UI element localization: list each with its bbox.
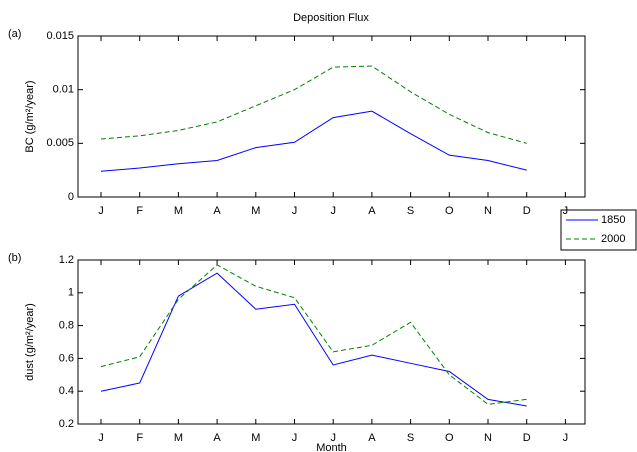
panel-label: (b) — [8, 252, 21, 264]
x-tick-label: M — [174, 432, 183, 444]
x-tick-label: J — [292, 205, 298, 217]
x-tick-label: J — [563, 432, 569, 444]
legend-label: 2000 — [601, 233, 625, 245]
x-axis-label: Month — [316, 442, 347, 452]
legend-label: 1850 — [601, 214, 625, 226]
x-tick-label: A — [368, 205, 376, 217]
x-tick-label: O — [445, 205, 454, 217]
series-line — [100, 264, 527, 405]
panel-label: (a) — [8, 28, 21, 40]
x-tick-label: D — [523, 432, 531, 444]
x-tick-label: D — [523, 205, 531, 217]
plot-frame — [77, 35, 586, 198]
y-tick-label: 1 — [68, 287, 74, 299]
x-tick-label: J — [98, 432, 104, 444]
x-tick-label: A — [213, 432, 221, 444]
x-tick-label: F — [136, 205, 143, 217]
x-tick-label: M — [174, 205, 183, 217]
series-line — [100, 65, 527, 144]
y-axis-label: dust (g/m²/year) — [24, 303, 36, 381]
y-tick-label: 0.01 — [53, 84, 74, 96]
x-tick-label: F — [136, 432, 143, 444]
x-tick-label: A — [213, 205, 221, 217]
x-tick-label: S — [407, 432, 414, 444]
x-tick-label: M — [251, 432, 260, 444]
x-tick-label: J — [330, 432, 336, 444]
y-tick-label: 0.4 — [59, 385, 74, 397]
x-tick-label: N — [484, 432, 492, 444]
y-tick-label: 0.005 — [46, 137, 74, 149]
legend: 1850 2000 — [560, 209, 637, 251]
legend-box — [560, 209, 637, 251]
plot-frame — [77, 259, 586, 425]
y-axis-label: BC (g/m²/year) — [24, 80, 36, 152]
x-tick-label: M — [251, 205, 260, 217]
x-tick-label: J — [98, 205, 104, 217]
x-tick-label: J — [292, 432, 298, 444]
x-tick-label: J — [563, 205, 569, 217]
series-line — [100, 110, 527, 172]
y-tick-label: 0.015 — [46, 30, 74, 42]
y-tick-label: 0.2 — [59, 418, 74, 430]
y-tick-label: 0 — [68, 191, 74, 203]
x-tick-label: S — [407, 205, 414, 217]
x-tick-label: A — [368, 432, 376, 444]
x-tick-label: J — [330, 205, 336, 217]
series-line — [100, 272, 527, 407]
chart-title: Deposition Flux — [293, 12, 369, 24]
y-tick-label: 0.6 — [59, 352, 74, 364]
y-tick-label: 1.2 — [59, 254, 74, 266]
y-tick-label: 0.8 — [59, 320, 74, 332]
x-tick-label: O — [445, 432, 454, 444]
x-tick-label: N — [484, 205, 492, 217]
